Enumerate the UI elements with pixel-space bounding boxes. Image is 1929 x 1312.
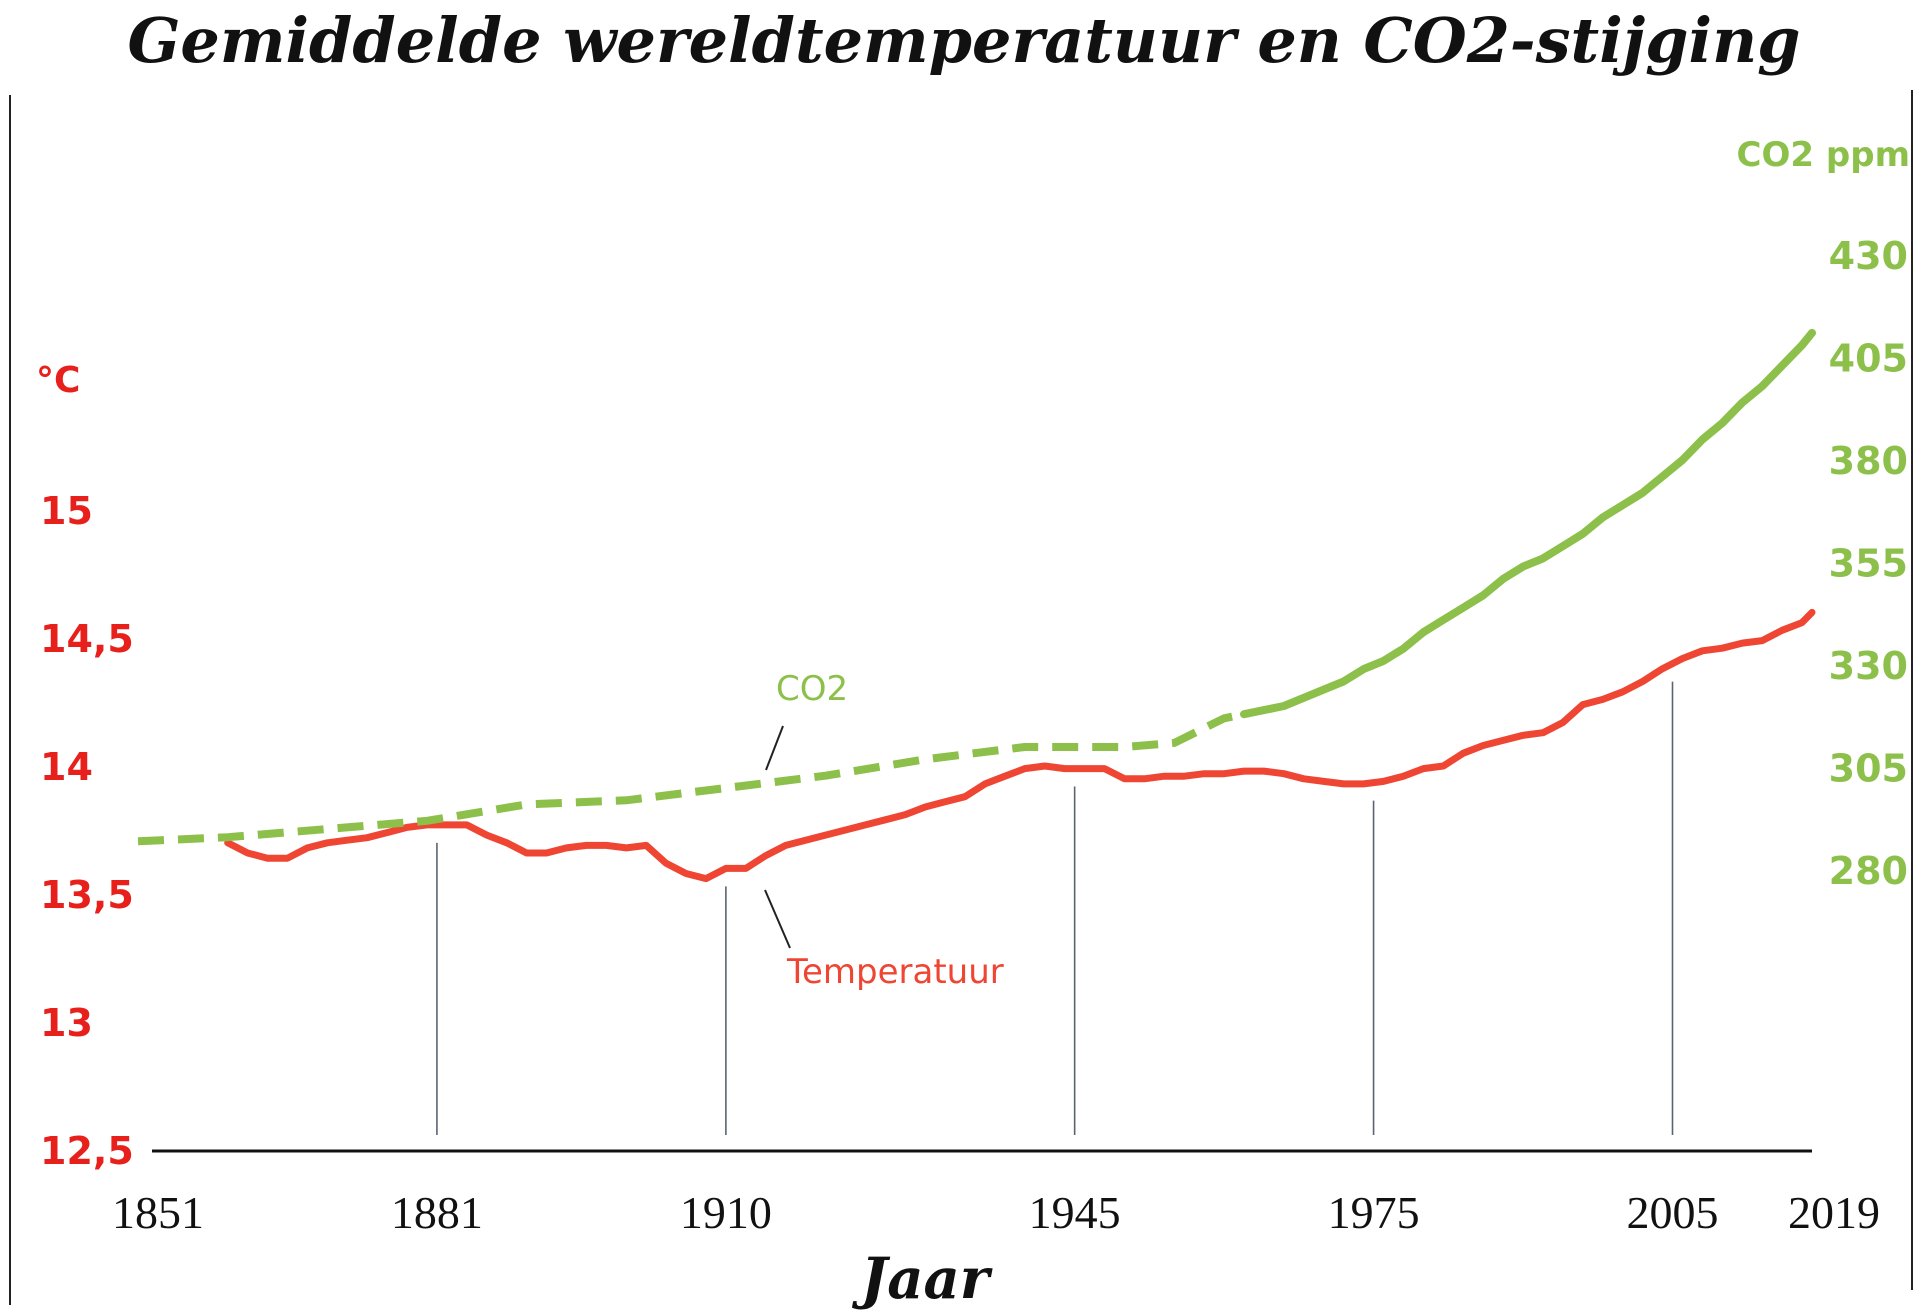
left-tick-label: 13 [40,1001,93,1045]
x-tick-label: 2005 [1627,1187,1719,1238]
x-tick-label: 1975 [1328,1187,1420,1238]
left-tick-label: 14 [40,745,93,789]
right-axis-unit: CO2 ppm [1737,135,1910,175]
left-tick-label: 14,5 [40,617,134,661]
left-tick-label: 12,5 [40,1129,134,1173]
x-axis-label: Jaar [852,1246,993,1312]
left-axis-unit: °C [36,360,80,401]
x-tick-label: 1910 [680,1187,772,1238]
co2-annotation: CO2 [776,669,848,709]
chart-title: Gemiddelde wereldtemperatuur en CO2-stij… [127,4,1800,77]
x-tick-label: 1881 [391,1187,483,1238]
x-axis-ticks: 1851 1881 1910 1945 1975 2005 2019 [112,1187,1880,1238]
co2-series-line-dashed [137,710,1245,846]
right-tick-label: 280 [1829,849,1908,893]
right-tick-label: 305 [1829,747,1908,791]
x-tick-label: 2019 [1788,1187,1880,1238]
year-marker-lines [436,681,1674,1135]
series-layer [137,328,1816,883]
left-tick-label: 15 [40,489,93,533]
temperature-annotation-leader-line [764,889,791,949]
left-tick-label: 13,5 [40,873,134,917]
temperature-annotation: Temperatuur [786,952,1004,992]
right-tick-label: 355 [1829,542,1908,586]
right-tick-label: 330 [1829,644,1908,688]
right-tick-label: 430 [1829,234,1908,278]
right-axis-ticks: 430 405 380 355 330 305 280 [1829,234,1908,893]
right-tick-label: 380 [1829,439,1908,483]
left-axis-ticks: 15 14,5 14 13,5 13 12,5 [40,489,134,1173]
x-tick-label: 1851 [112,1187,204,1238]
x-tick-label: 1945 [1029,1187,1121,1238]
co2-series-line [1240,328,1816,719]
temperature-series-line [224,608,1816,883]
co2-annotation-leader [765,725,784,771]
right-tick-label: 405 [1829,337,1908,381]
